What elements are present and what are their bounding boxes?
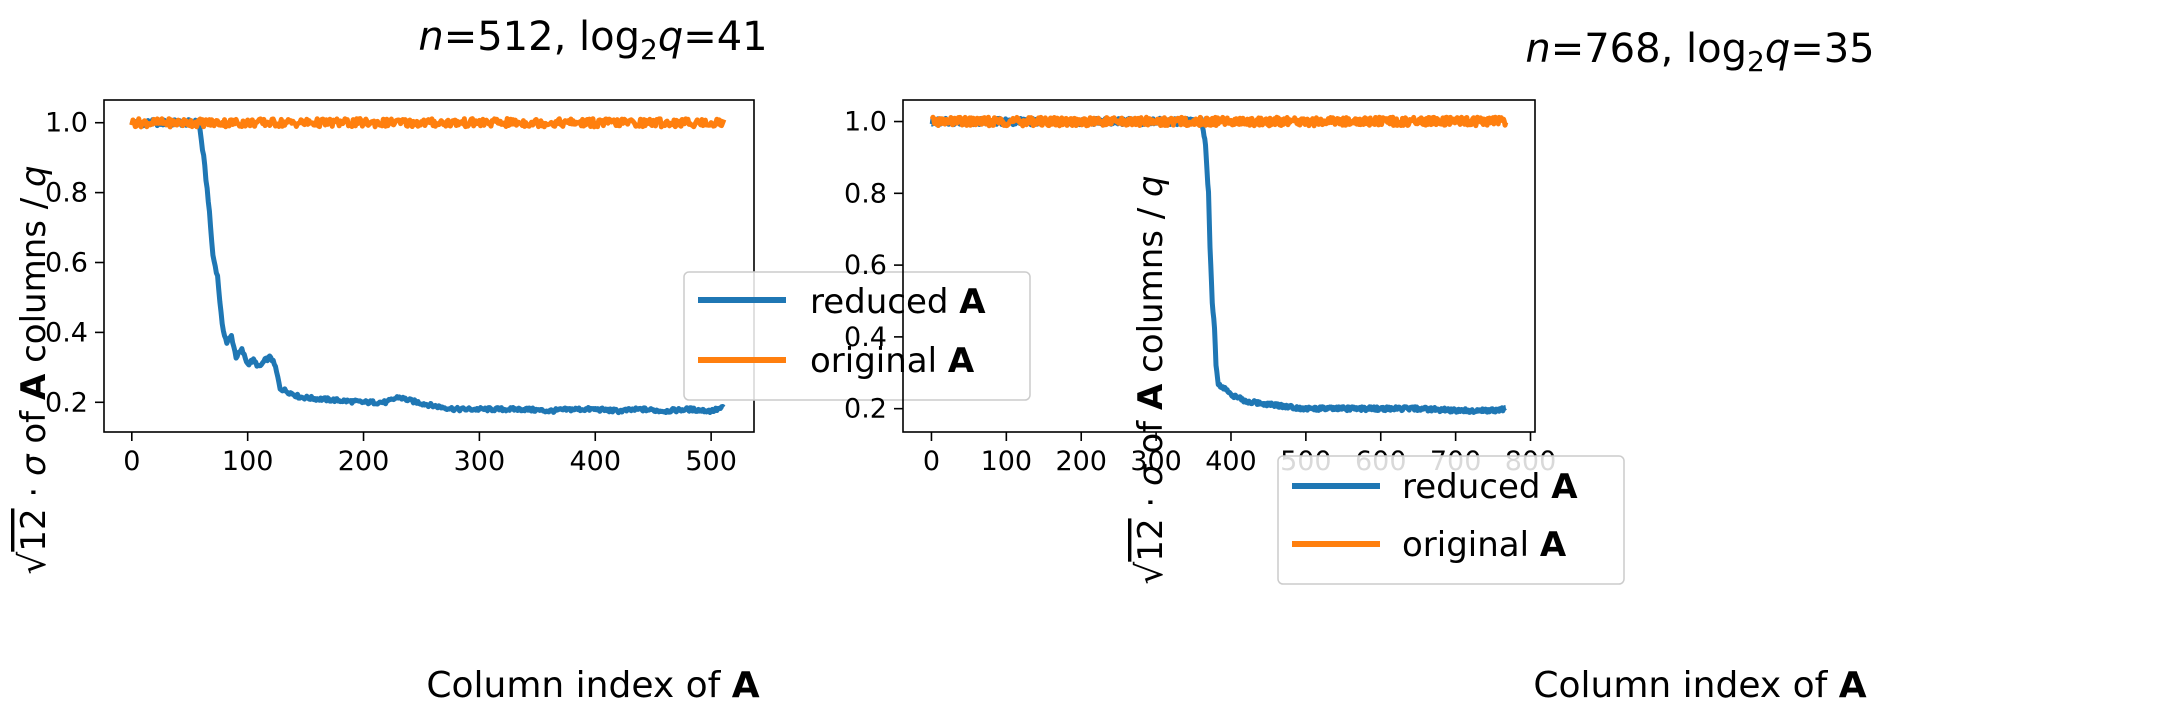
chart-left: n=512, log2q=41 √12 · σ of A columns / q…: [13, 14, 1031, 706]
chart-left-legend-label-reduced: reduced A: [810, 282, 986, 322]
chart-right-xtick-label: 0: [923, 446, 940, 477]
chart-right-title-n: 768: [1584, 26, 1660, 72]
chart-left-xtick-label: 500: [685, 446, 737, 477]
chart-right-legend-label-original: original A: [1402, 525, 1567, 565]
chart-left-legend-box: [683, 271, 1031, 401]
chart-left-ytick-label: 0.4: [45, 317, 88, 348]
chart-left-title-n: 512: [477, 14, 553, 60]
chart-left-xtick-label: 400: [569, 446, 621, 477]
chart-right-xaxis-label: Column index of A: [1533, 665, 1866, 706]
chart-left-series-line-original: [129, 116, 727, 130]
chart-left-xtick-label: 0: [123, 446, 140, 477]
chart-left-title-n-symbol: n: [418, 14, 443, 60]
chart-right: n=768, log2q=35 √12 · σ of A columns / q…: [844, 26, 1875, 706]
chart-right-yaxis-label: √12 · σ of A columns / q: [1130, 175, 1171, 584]
chart-right-axes-frame: [902, 99, 1536, 433]
chart-left-ytick-label: 0.8: [45, 178, 88, 209]
chart-right-ytick-label: 0.8: [844, 178, 887, 209]
chart-right-title-log: 35: [1824, 26, 1875, 72]
chart-right-ytick-label: 0.2: [844, 394, 887, 425]
chart-right-title-n-symbol: n: [1525, 26, 1550, 72]
chart-right-legend: reduced A original A: [1277, 455, 1625, 585]
chart-left-title-log: 41: [717, 14, 768, 60]
chart-left-legend-label-original: original A: [810, 341, 975, 381]
chart-right-legend-label-reduced: reduced A: [1402, 467, 1578, 507]
chart-left-legend: reduced A original A: [683, 271, 1031, 401]
chart-left-ytick-label: 0.6: [45, 248, 88, 279]
chart-right-xtick-label: 300: [1130, 446, 1182, 477]
chart-left-xaxis-label: Column index of A: [426, 665, 759, 706]
chart-left-series-line-reduced: [129, 117, 726, 416]
chart-right-series-line-original: [929, 114, 1509, 129]
chart-right-xtick-label: 400: [1205, 446, 1257, 477]
svg-text:√12 · σ of A columns / q: √12 · σ of A columns / q: [13, 165, 54, 574]
chart-left-xtick-label: 100: [222, 446, 274, 477]
chart-left-xtick-label: 300: [454, 446, 506, 477]
chart-right-xtick-label: 200: [1055, 446, 1107, 477]
chart-left-title: n=512, log2q=41: [418, 14, 767, 66]
chart-right-title: n=768, log2q=35: [1525, 26, 1874, 78]
chart-left-plot-area: 0 100 200 300 400 500 0.2 0.4 0.6 0.8 1.0: [45, 99, 755, 477]
chart-left-ytick-label: 0.2: [45, 387, 88, 418]
chart-left-axes-frame: [103, 99, 755, 433]
chart-right-ytick-label: 0.6: [844, 250, 887, 281]
chart-right-ytick-label: 1.0: [844, 107, 887, 138]
chart-left-yaxis-label: √12 · σ of A columns / q: [13, 165, 54, 574]
chart-right-ytick-label: 0.4: [844, 322, 887, 353]
chart-left-xtick-label: 200: [338, 446, 390, 477]
svg-text:√12 · σ of A columns / q: √12 · σ of A columns / q: [1130, 175, 1171, 584]
chart-left-ytick-label: 1.0: [45, 108, 88, 139]
chart-right-xtick-label: 100: [981, 446, 1033, 477]
